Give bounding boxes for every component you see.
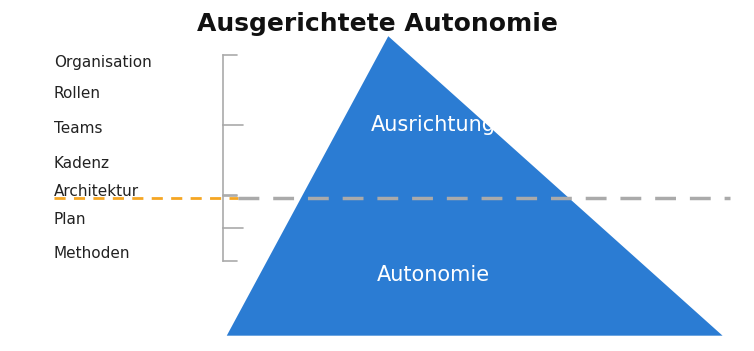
Text: Architektur: Architektur xyxy=(54,184,139,199)
Text: Rollen: Rollen xyxy=(54,86,101,101)
Text: Kadenz: Kadenz xyxy=(54,156,110,171)
Text: Methoden: Methoden xyxy=(54,246,130,261)
Text: Autonomie: Autonomie xyxy=(377,265,490,285)
Polygon shape xyxy=(227,36,722,336)
Text: Ausrichtung: Ausrichtung xyxy=(371,115,496,135)
Text: Organisation: Organisation xyxy=(54,55,152,70)
Text: Plan: Plan xyxy=(54,212,87,226)
Text: Teams: Teams xyxy=(54,121,103,136)
Text: Ausgerichtete Autonomie: Ausgerichtete Autonomie xyxy=(197,12,557,36)
